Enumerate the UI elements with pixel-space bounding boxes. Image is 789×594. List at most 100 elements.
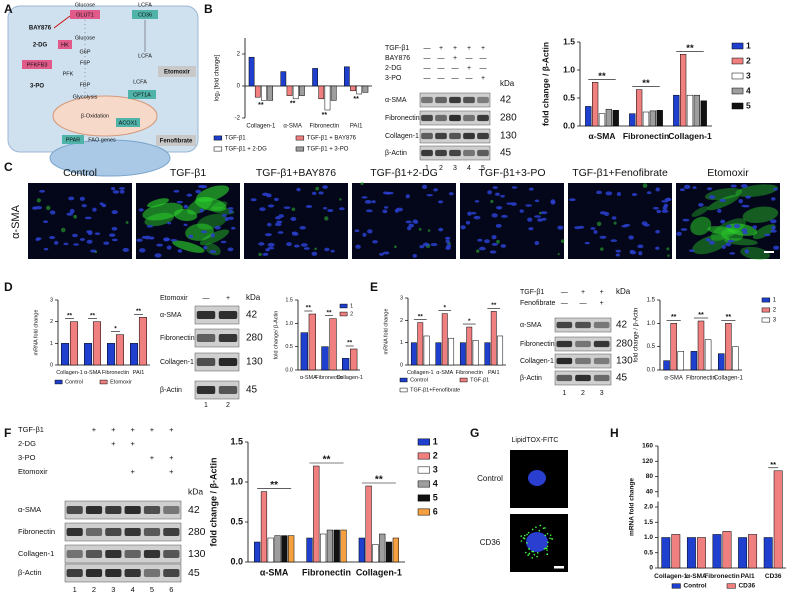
blot-band	[435, 96, 447, 104]
blot-band	[105, 506, 122, 514]
label: 3-PO	[30, 84, 44, 90]
nucleus	[183, 204, 189, 209]
blot-band	[435, 114, 447, 122]
x-tick-label: Fibronectin	[456, 370, 483, 376]
bar	[365, 485, 372, 563]
nucleus	[90, 249, 97, 253]
kda-label: 42	[500, 95, 512, 106]
blot-band	[85, 528, 103, 536]
nucleus	[259, 207, 266, 212]
nucleus	[725, 242, 732, 247]
blot-band	[593, 357, 610, 365]
bar	[106, 343, 116, 366]
bar	[448, 337, 455, 366]
blot-band	[421, 149, 433, 157]
bar	[722, 531, 732, 569]
blot-band	[218, 386, 238, 394]
blot-band	[477, 132, 489, 140]
actin-signal	[666, 247, 670, 251]
bar	[83, 343, 93, 366]
y-tick-label: 1.5	[230, 436, 243, 446]
blot-band	[477, 114, 489, 122]
actin-signal	[142, 202, 184, 221]
treatment-sign: +	[169, 467, 174, 476]
bar	[288, 535, 295, 563]
actin-signal	[291, 207, 296, 212]
blot-strip	[194, 328, 240, 348]
bar	[497, 335, 504, 366]
nucleus	[383, 206, 389, 209]
legend-swatch	[417, 452, 430, 460]
nucleus	[422, 184, 428, 189]
legend-label: Etomoxir	[110, 379, 132, 385]
kda-label: 45	[246, 385, 258, 396]
label: PFK	[63, 71, 74, 77]
y-axis-title: log₂ [fold change]	[215, 54, 221, 101]
treatment-sign: —	[438, 75, 445, 82]
bar	[712, 534, 722, 569]
nucleus	[79, 238, 86, 241]
actin-signal	[691, 206, 709, 217]
actin-signal	[360, 181, 364, 186]
kda-label: 280	[246, 333, 263, 344]
y-tick-label: 2.0	[644, 504, 653, 511]
blot-band	[163, 569, 180, 577]
actin-signal	[427, 229, 431, 232]
blot-band	[218, 334, 238, 342]
y-tick-label: 0	[50, 362, 53, 368]
actin-signal	[324, 216, 329, 221]
legend-swatch	[726, 583, 736, 589]
blot-band	[593, 374, 610, 382]
kda-label: 130	[246, 357, 263, 368]
nucleus	[426, 193, 434, 197]
kda-label: 45	[500, 148, 512, 159]
protein-label: β-Actin	[18, 568, 42, 577]
treatment-sign: +	[453, 55, 457, 62]
y-tick-label: 0.5	[644, 549, 653, 556]
nucleus	[541, 217, 547, 221]
lipid-droplet	[523, 534, 526, 537]
lipid-droplet	[531, 528, 534, 531]
nucleus	[84, 216, 92, 220]
lane-number: 4	[131, 585, 135, 594]
bar	[656, 110, 663, 127]
treatment-sign: +	[169, 453, 174, 462]
micrograph	[244, 183, 348, 259]
treatment-sign: —	[561, 300, 568, 307]
x-tick-label: PAI1	[133, 370, 145, 376]
x-tick-label: Collagen-1	[246, 124, 276, 130]
y-axis-title: fold change / β-Actin	[208, 458, 218, 547]
actin-signal	[394, 245, 397, 249]
nucleus	[487, 190, 492, 195]
y-tick-label: 1.0	[285, 321, 293, 327]
y-tick-label: 1.5	[285, 297, 293, 303]
legend-swatch	[761, 297, 771, 303]
actin-signal	[172, 240, 205, 253]
x-tick-label: Fibronectin	[686, 376, 716, 382]
nucleus	[322, 207, 328, 210]
significance: *	[114, 325, 117, 332]
lipid-droplet	[527, 531, 530, 534]
bar	[673, 94, 680, 127]
nucleus	[66, 212, 74, 216]
y-tick-label: 2	[50, 319, 53, 325]
legend-label: 2	[433, 450, 438, 460]
nucleus	[112, 190, 120, 194]
significance: **	[306, 305, 312, 312]
nucleus	[367, 229, 373, 234]
actin-signal	[258, 252, 262, 257]
unit-label: kDa	[500, 79, 515, 88]
nucleus	[655, 246, 660, 250]
blot-band	[477, 96, 489, 104]
box	[158, 66, 196, 77]
y-tick-label: 0.5	[563, 92, 575, 102]
actin-signal	[667, 254, 670, 257]
lipid-droplet	[551, 538, 554, 540]
nucleus	[528, 187, 534, 191]
bar	[274, 535, 281, 563]
lane-number: 5	[481, 165, 485, 172]
box	[70, 10, 100, 19]
y-tick-label: 2	[237, 52, 241, 58]
x-tick-label: Fibronectin	[302, 567, 351, 577]
label: LCFA	[138, 53, 152, 59]
